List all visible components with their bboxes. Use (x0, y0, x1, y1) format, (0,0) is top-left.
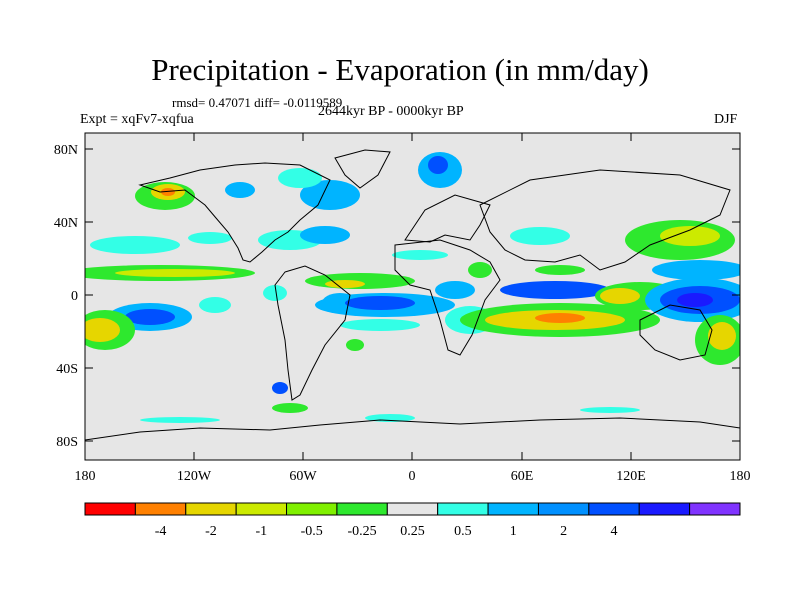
lat-label-80n: 80N (54, 143, 78, 158)
colorbar-label: -4 (155, 524, 167, 539)
colorbar-label: 2 (560, 524, 567, 539)
colorbar-swatch (588, 502, 640, 516)
experiment-label: Expt = xqFv7-xqfua (80, 112, 194, 127)
colorbar-label: 1 (510, 524, 517, 539)
colorbar-swatch (84, 502, 136, 516)
lat-label-80s: 80S (56, 435, 78, 450)
colorbar-label: 0.25 (400, 524, 425, 539)
map-title: Precipitation - Evaporation (in mm/day) (151, 52, 649, 87)
colorbar-swatch (235, 502, 288, 516)
colorbar: -4 -2 -1 -0.5 -0.25 0.25 0.5 1 2 4 (84, 502, 741, 539)
colorbar-swatch (386, 502, 439, 516)
colorbar-label: -2 (205, 524, 217, 539)
colorbar-swatch (185, 502, 237, 516)
colorbar-swatch (336, 502, 388, 516)
colorbar-swatch (286, 502, 338, 516)
lon-label-180w: 180 (75, 469, 96, 484)
colorbar-label: -0.5 (301, 524, 323, 539)
colorbar-label: 0.5 (454, 524, 472, 539)
lon-label-180e: 180 (730, 469, 751, 484)
lon-label-60e: 60E (511, 469, 534, 484)
colorbar-label: -1 (256, 524, 268, 539)
colorbar-swatch (437, 502, 489, 516)
lat-tick-marks (85, 148, 740, 442)
colorbar-swatch (487, 502, 539, 516)
coastlines (85, 149, 740, 441)
time-period-label: 2644kyr BP - 0000kyr BP (318, 104, 464, 119)
lon-label-120w: 120W (177, 469, 212, 484)
colorbar-swatch (537, 502, 590, 516)
lon-label-0: 0 (409, 469, 416, 484)
lon-label-60w: 60W (289, 469, 317, 484)
colorbar-label: -0.25 (348, 524, 377, 539)
season-label: DJF (714, 112, 738, 127)
lon-label-120e: 120E (616, 469, 646, 484)
colorbar-swatch (638, 502, 691, 516)
colorbar-swatch (134, 502, 187, 516)
rmsd-diff-stats: rmsd= 0.47071 diff= -0.0119589 (172, 95, 343, 110)
lon-tick-marks (84, 133, 741, 460)
anomaly-fields (85, 152, 740, 423)
colorbar-label: 4 (611, 524, 618, 539)
lat-label-40n: 40N (54, 216, 78, 231)
lat-label-40s: 40S (56, 362, 78, 377)
lat-label-0: 0 (71, 289, 78, 304)
colorbar-swatch (689, 502, 741, 516)
